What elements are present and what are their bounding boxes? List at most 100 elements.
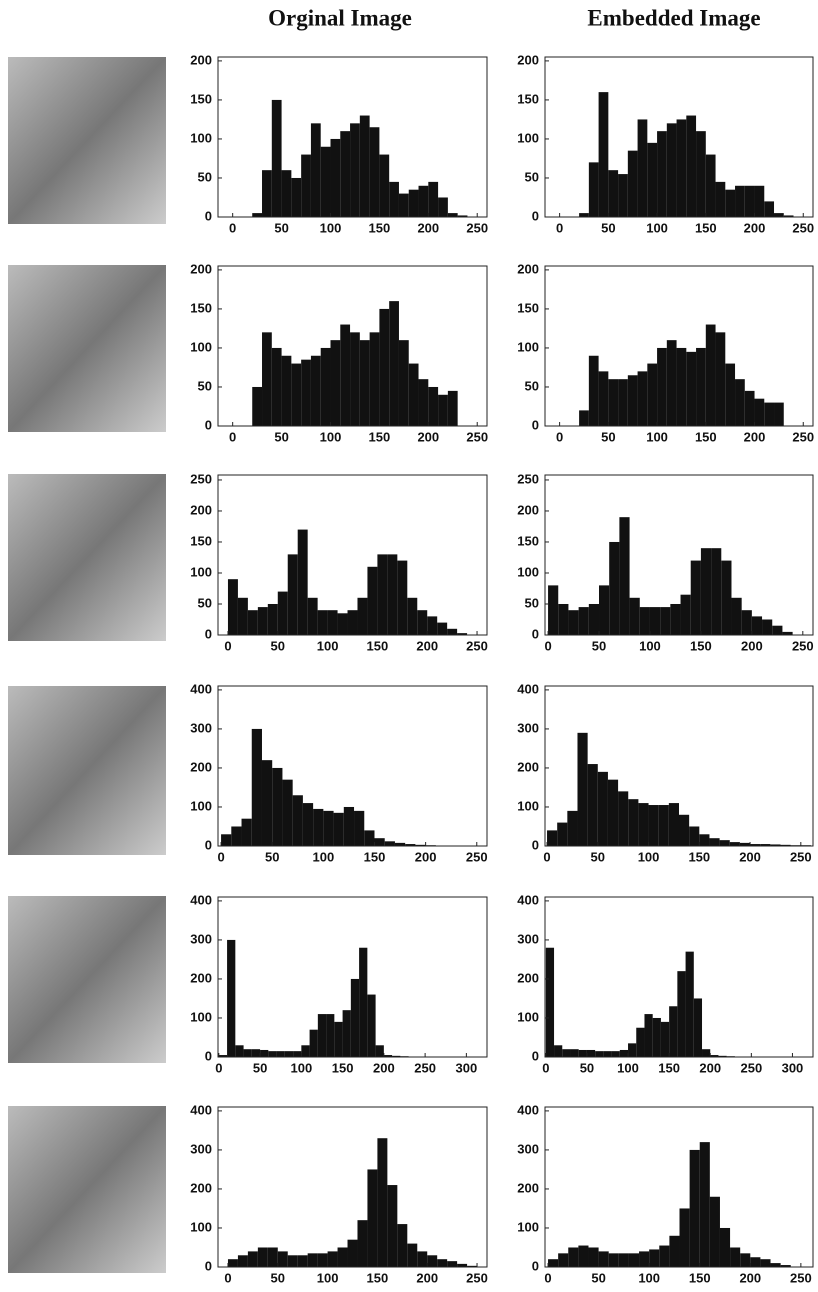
y-tick-label: 200 <box>190 502 212 517</box>
bar <box>328 610 338 635</box>
bar <box>303 803 313 846</box>
x-tick-label: 100 <box>290 1060 312 1075</box>
bar <box>750 1257 760 1267</box>
y-tick-label: 200 <box>190 970 212 985</box>
y-tick-label: 400 <box>190 892 212 907</box>
x-tick-label: 150 <box>369 220 391 235</box>
x-tick-label: 0 <box>229 429 236 444</box>
x-tick-label: 150 <box>689 1270 711 1285</box>
y-tick-label: 100 <box>190 564 212 579</box>
bar <box>745 186 755 217</box>
bar <box>638 371 648 426</box>
y-tick-label: 150 <box>517 91 539 106</box>
x-tick-label: 0 <box>215 1060 222 1075</box>
y-tick-label: 100 <box>190 339 212 354</box>
photo <box>8 265 166 432</box>
bar <box>568 1247 578 1267</box>
photo <box>8 474 166 641</box>
y-tick-label: 200 <box>517 759 539 774</box>
bar <box>438 197 448 217</box>
bar <box>427 616 437 635</box>
bar <box>731 598 741 635</box>
bar <box>548 1259 558 1267</box>
bar <box>711 548 721 635</box>
bar <box>228 1259 238 1267</box>
bar <box>562 1049 570 1057</box>
bar <box>680 1208 690 1267</box>
y-tick-label: 400 <box>517 1102 539 1117</box>
x-tick-label: 50 <box>274 220 288 235</box>
bar <box>293 1051 301 1057</box>
y-tick-label: 200 <box>517 261 539 276</box>
x-tick-label: 250 <box>790 849 812 864</box>
bar <box>252 213 262 217</box>
bar <box>343 1010 351 1057</box>
bar <box>716 332 726 426</box>
y-tick-label: 0 <box>205 1048 212 1063</box>
bar <box>636 1028 644 1057</box>
y-tick-label: 100 <box>517 130 539 145</box>
bar <box>570 1049 578 1057</box>
y-tick-label: 400 <box>190 681 212 696</box>
bar <box>618 791 628 846</box>
bar <box>589 604 599 635</box>
bar <box>293 795 303 846</box>
bar <box>244 1049 252 1057</box>
bar <box>242 819 252 846</box>
photo <box>8 57 166 224</box>
bar <box>547 830 557 846</box>
bar <box>308 1253 318 1267</box>
bar <box>640 607 650 635</box>
y-tick-label: 250 <box>190 471 212 486</box>
x-tick-label: 100 <box>312 849 334 864</box>
x-tick-label: 50 <box>601 220 615 235</box>
bar <box>417 610 427 635</box>
bar <box>657 348 667 426</box>
bar <box>311 123 321 217</box>
bar <box>272 100 282 217</box>
x-tick-label: 0 <box>543 849 550 864</box>
bar <box>262 170 272 217</box>
y-tick-label: 200 <box>517 970 539 985</box>
y-tick-label: 150 <box>190 91 212 106</box>
bar <box>350 332 360 426</box>
x-tick-label: 0 <box>224 1270 231 1285</box>
x-tick-label: 150 <box>658 1060 680 1075</box>
bar <box>377 1138 387 1267</box>
bar <box>679 815 689 846</box>
y-tick-label: 100 <box>190 798 212 813</box>
y-tick-label: 50 <box>525 378 539 393</box>
bar <box>258 607 268 635</box>
x-tick-label: 250 <box>466 638 488 653</box>
y-tick-label: 100 <box>517 564 539 579</box>
bar <box>710 1197 720 1267</box>
bar <box>603 1051 611 1057</box>
bar <box>696 131 706 217</box>
bar <box>686 116 696 217</box>
y-tick-label: 50 <box>198 595 212 610</box>
bar <box>262 760 272 846</box>
bar <box>639 1251 649 1267</box>
y-tick-label: 50 <box>525 169 539 184</box>
bar <box>379 309 389 426</box>
bar <box>716 182 726 217</box>
bar <box>619 1253 629 1267</box>
y-tick-label: 300 <box>517 1141 539 1156</box>
bar <box>730 842 740 846</box>
bar <box>670 604 680 635</box>
bar <box>612 1051 620 1057</box>
x-tick-label: 250 <box>414 1060 436 1075</box>
bar <box>252 1049 260 1057</box>
bar <box>308 598 318 635</box>
bar <box>699 834 709 846</box>
bar <box>706 155 716 217</box>
bar <box>447 1261 457 1267</box>
y-tick-label: 0 <box>205 837 212 852</box>
bar <box>348 610 358 635</box>
x-tick-label: 0 <box>556 220 563 235</box>
bar <box>661 1022 669 1057</box>
x-tick-label: 100 <box>317 638 339 653</box>
bar <box>657 131 667 217</box>
bar <box>628 375 638 426</box>
bar <box>397 1224 407 1267</box>
